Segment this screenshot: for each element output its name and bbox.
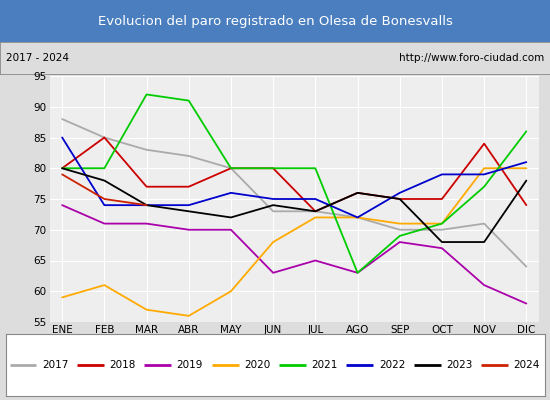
Text: 2018: 2018 — [109, 360, 136, 370]
Text: http://www.foro-ciudad.com: http://www.foro-ciudad.com — [399, 53, 544, 63]
Text: 2023: 2023 — [446, 360, 472, 370]
Text: 2022: 2022 — [379, 360, 405, 370]
Text: Evolucion del paro registrado en Olesa de Bonesvalls: Evolucion del paro registrado en Olesa d… — [97, 14, 453, 28]
Text: 2017 - 2024: 2017 - 2024 — [6, 53, 69, 63]
Text: 2017: 2017 — [42, 360, 68, 370]
Text: 2019: 2019 — [177, 360, 203, 370]
Text: 2024: 2024 — [514, 360, 540, 370]
Text: 2020: 2020 — [244, 360, 270, 370]
Text: 2021: 2021 — [311, 360, 338, 370]
